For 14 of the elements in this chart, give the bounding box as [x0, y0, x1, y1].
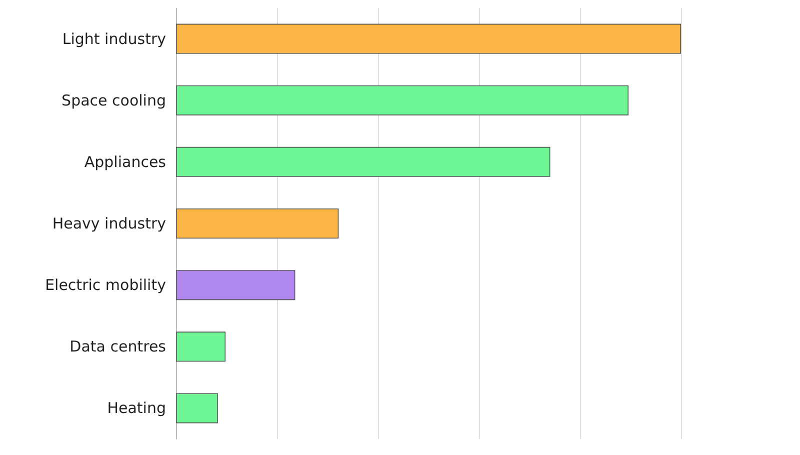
- bar: [176, 146, 550, 177]
- bar: [176, 332, 226, 362]
- bar: [176, 24, 681, 54]
- y-tick-label: Electric mobility: [45, 276, 166, 294]
- y-tick-label: Appliances: [84, 152, 166, 171]
- y-tick-label: Light industry: [62, 30, 166, 48]
- y-tick-label: Data centres: [70, 338, 166, 356]
- y-tick-label: Heavy industry: [52, 214, 166, 232]
- y-tick-label: Heating: [107, 399, 166, 418]
- y-tick-label: Space cooling: [62, 91, 166, 110]
- bar: [176, 85, 628, 116]
- bar: [176, 208, 339, 238]
- bar: [176, 270, 296, 300]
- bar: [176, 393, 218, 424]
